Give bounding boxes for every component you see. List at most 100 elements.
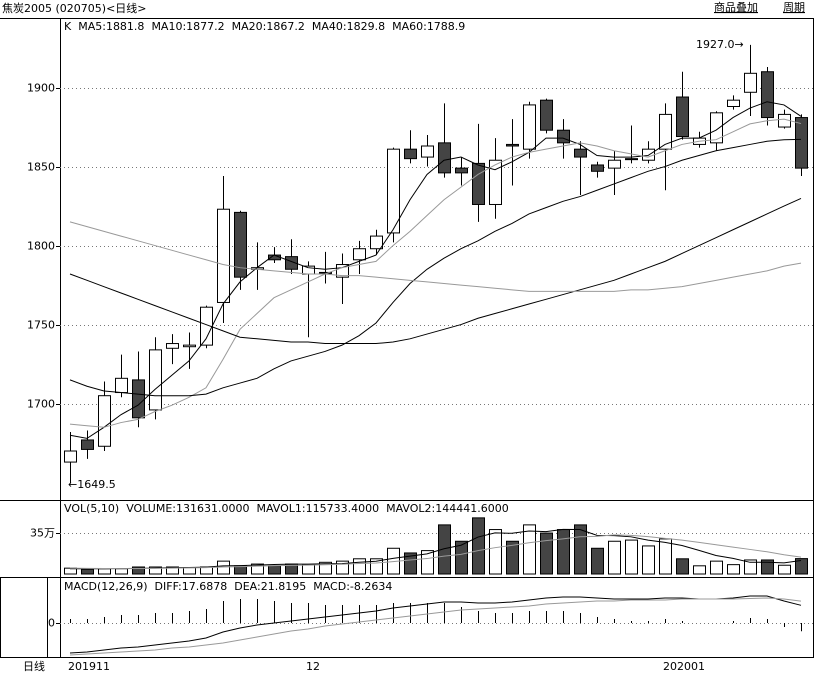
volume-bar — [591, 547, 604, 575]
volume-bar — [642, 545, 655, 575]
indicator-line — [69, 221, 802, 292]
volume-bar — [353, 558, 366, 575]
legend-item: MACD:-8.2634 — [313, 580, 392, 593]
volume-bar — [81, 568, 94, 575]
candle-body — [166, 343, 179, 349]
volume-bar — [795, 558, 808, 575]
y-tick-label: 1850 — [27, 161, 55, 174]
candle-body — [710, 112, 723, 144]
volume-bar — [472, 517, 485, 575]
y-tick-label: 0 — [48, 617, 55, 630]
volume-bar — [761, 559, 774, 575]
volume-bar — [744, 559, 757, 575]
candle-body — [761, 71, 774, 119]
volume-bar — [557, 529, 570, 575]
legend-item: DIFF:17.6878 — [155, 580, 228, 593]
indicator-line — [69, 101, 802, 439]
volume-bar — [574, 524, 587, 575]
legend-item: MACD(12,26,9) — [64, 580, 148, 593]
candle-body — [625, 158, 638, 161]
volume-bar — [455, 540, 468, 575]
candle-body — [421, 145, 434, 158]
overlay-button[interactable]: 商品叠加 — [714, 0, 758, 14]
x-tick-label: 12 — [306, 660, 320, 673]
candle-body — [591, 164, 604, 172]
window-title: 焦炭2005 (020705)<日线> — [2, 1, 147, 15]
x-tick-label: 202001 — [663, 660, 705, 673]
candle-body — [64, 450, 77, 463]
candle-body — [149, 349, 162, 411]
y-tick-label: 35万 — [30, 527, 55, 540]
candle-body — [523, 104, 536, 150]
legend-item: MA20:1867.2 — [232, 20, 305, 33]
candle-body — [795, 117, 808, 169]
candle-body — [659, 113, 672, 150]
volume-bar — [166, 566, 179, 575]
volume-bar — [438, 524, 451, 575]
legend-item: MAVOL2:144441.6000 — [386, 502, 509, 515]
candle-body — [115, 377, 128, 394]
legend-item: VOLUME:131631.0000 — [126, 502, 249, 515]
candle-body — [574, 148, 587, 158]
candle-body — [234, 211, 247, 278]
candle-body — [557, 129, 570, 144]
volume-bar — [540, 532, 553, 575]
volume-bar — [302, 564, 315, 575]
volume-bar — [404, 552, 417, 575]
volume-bar — [693, 565, 706, 575]
candle-body — [132, 379, 145, 419]
candle-body — [438, 142, 451, 174]
volume-bar — [98, 568, 111, 575]
legend-item: MA10:1877.2 — [151, 20, 224, 33]
volume-bar — [132, 566, 145, 575]
volume-bar — [659, 538, 672, 575]
volume-bar — [489, 529, 502, 575]
indicator-line — [69, 595, 802, 654]
volume-bar — [183, 567, 196, 575]
x-tick-label: 201911 — [68, 660, 110, 673]
candle-body — [404, 148, 417, 160]
legend-item: K — [64, 20, 72, 33]
volume-bar — [676, 558, 689, 575]
indicator-line — [69, 597, 802, 656]
volume-bar — [251, 563, 264, 575]
y-tick-label: 1750 — [27, 319, 55, 332]
volume-bar — [421, 550, 434, 575]
volume-bar — [625, 539, 638, 575]
period-button[interactable]: 周期 — [783, 1, 805, 14]
candle-body — [727, 99, 740, 107]
volume-bar — [319, 561, 332, 575]
volume-bar — [727, 564, 740, 575]
volume-bar — [778, 564, 791, 575]
candle-body — [489, 159, 502, 205]
candle-body — [506, 143, 519, 147]
y-tick-label: 1800 — [27, 240, 55, 253]
candle-body — [353, 248, 366, 261]
volume-bar — [506, 540, 519, 575]
candle-body — [183, 344, 196, 348]
candle-body — [285, 256, 298, 270]
legend-item: DEA:21.8195 — [234, 580, 306, 593]
candle-body — [676, 96, 689, 138]
period-label: 日线 — [23, 659, 45, 673]
indicator-line — [69, 138, 802, 397]
candle-body — [387, 148, 400, 234]
candle-body — [455, 167, 468, 174]
volume-bar — [710, 560, 723, 575]
candle-body — [98, 395, 111, 447]
annotation: ←1649.5 — [68, 478, 116, 491]
indicator-line — [69, 534, 802, 570]
candle-body — [217, 208, 230, 303]
candle-body — [81, 439, 94, 450]
volume-bar — [115, 568, 128, 575]
volume-bar — [523, 524, 536, 575]
volume-bar — [608, 540, 621, 575]
candle-body — [370, 235, 383, 250]
legend-item: MAVOL1:115733.4000 — [256, 502, 379, 515]
y-tick-label: 1900 — [27, 82, 55, 95]
candle-body — [744, 72, 757, 93]
legend-item: MA5:1881.8 — [78, 20, 144, 33]
candle-body — [608, 159, 621, 169]
